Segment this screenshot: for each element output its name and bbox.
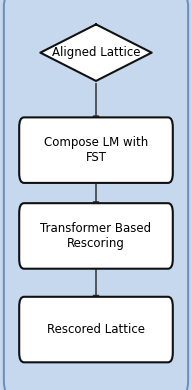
FancyBboxPatch shape: [19, 203, 173, 269]
FancyBboxPatch shape: [4, 0, 188, 390]
Polygon shape: [40, 24, 152, 81]
Text: Aligned Lattice: Aligned Lattice: [52, 46, 140, 59]
Text: Compose LM with
FST: Compose LM with FST: [44, 136, 148, 164]
Text: Transformer Based
Rescoring: Transformer Based Rescoring: [41, 222, 151, 250]
Text: Rescored Lattice: Rescored Lattice: [47, 323, 145, 336]
FancyBboxPatch shape: [19, 117, 173, 183]
FancyBboxPatch shape: [19, 297, 173, 362]
